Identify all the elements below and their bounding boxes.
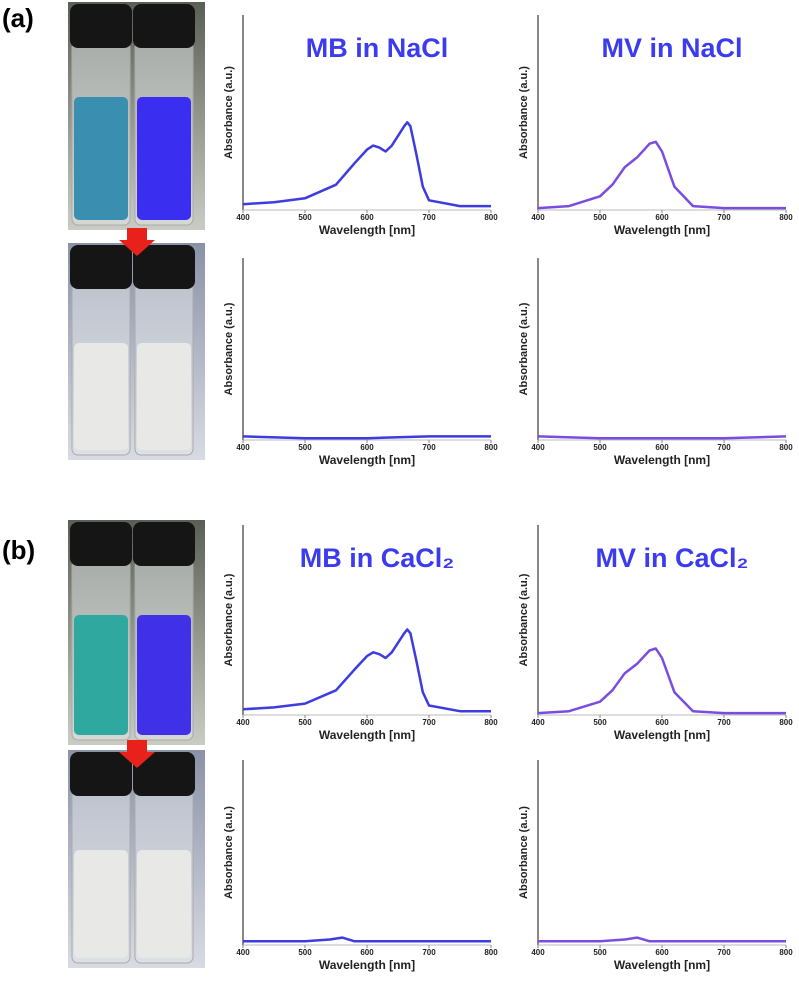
vial-cap — [70, 4, 132, 48]
x-axis-label: Wavelength [nm] — [614, 223, 710, 237]
x-tick-label: 400 — [236, 443, 250, 452]
x-tick-label: 600 — [655, 948, 669, 957]
y-axis-label: Absorbance (a.u.) — [223, 66, 235, 159]
x-tick-label: 800 — [779, 443, 793, 452]
x-tick-label: 600 — [360, 718, 374, 727]
x-tick-label: 400 — [236, 948, 250, 957]
x-tick-label: 700 — [717, 443, 731, 452]
spectrum-line — [242, 121, 491, 208]
x-tick-label: 600 — [360, 443, 374, 452]
vial-liquid — [74, 97, 128, 220]
x-tick-label: 700 — [422, 213, 436, 222]
spectrum-line — [537, 435, 787, 440]
x-tick-label: 800 — [484, 213, 498, 222]
vial-liquid — [74, 850, 128, 958]
x-tick-label: 400 — [531, 213, 545, 222]
x-tick-label: 700 — [422, 718, 436, 727]
vial-liquid — [137, 615, 191, 735]
chart-title: MB in CaCl₂ — [300, 543, 455, 573]
vial-liquid — [137, 343, 191, 450]
x-tick-label: 500 — [298, 718, 312, 727]
x-tick-label: 700 — [717, 213, 731, 222]
arrow — [119, 228, 155, 256]
x-axis-label: Wavelength [nm] — [614, 728, 710, 742]
vial-cap — [133, 4, 195, 48]
vial-cap — [133, 245, 195, 289]
y-axis-label: Absorbance (a.u.) — [518, 302, 530, 395]
x-tick-label: 700 — [717, 718, 731, 727]
vial-liquid — [74, 343, 128, 450]
panel-label: (b) — [2, 535, 35, 565]
x-tick-label: 400 — [236, 718, 250, 727]
x-axis-label: Wavelength [nm] — [614, 958, 710, 972]
y-axis-label: Absorbance (a.u.) — [223, 302, 235, 395]
spectrum-line — [537, 647, 786, 715]
x-tick-label: 600 — [360, 213, 374, 222]
x-tick-label: 500 — [593, 213, 607, 222]
vial-liquid — [74, 615, 128, 735]
vial-cap — [133, 752, 195, 796]
chart-title: MV in NaCl — [601, 33, 742, 63]
x-tick-label: 400 — [531, 718, 545, 727]
x-tick-label: 600 — [655, 213, 669, 222]
arrow — [119, 740, 155, 768]
x-axis-label: Wavelength [nm] — [319, 958, 415, 972]
x-tick-label: 700 — [422, 443, 436, 452]
x-tick-label: 800 — [484, 718, 498, 727]
x-tick-label: 500 — [593, 443, 607, 452]
x-tick-label: 600 — [655, 718, 669, 727]
vial-cap — [70, 752, 132, 796]
spectrum-line — [242, 628, 491, 713]
x-tick-label: 400 — [531, 948, 545, 957]
y-axis-label: Absorbance (a.u.) — [518, 573, 530, 666]
chart-title: MV in CaCl₂ — [595, 543, 748, 573]
x-tick-label: 600 — [360, 948, 374, 957]
vial-liquid — [137, 850, 191, 958]
x-tick-label: 500 — [593, 718, 607, 727]
spectrum-line — [537, 140, 786, 210]
y-axis-label: Absorbance (a.u.) — [518, 66, 530, 159]
x-axis-label: Wavelength [nm] — [319, 223, 415, 237]
photos — [68, 2, 205, 968]
spectrum-line — [242, 435, 491, 440]
x-tick-label: 600 — [655, 443, 669, 452]
y-axis-label: Absorbance (a.u.) — [223, 573, 235, 666]
chart-title: MB in NaCl — [306, 33, 449, 63]
x-tick-label: 500 — [298, 948, 312, 957]
x-tick-label: 700 — [717, 948, 731, 957]
x-tick-label: 800 — [779, 213, 793, 222]
vial-cap — [70, 522, 132, 566]
spectrum-line — [538, 936, 786, 943]
x-tick-label: 500 — [593, 948, 607, 957]
y-axis-label: Absorbance (a.u.) — [223, 806, 235, 899]
x-axis-label: Wavelength [nm] — [319, 728, 415, 742]
x-tick-label: 400 — [531, 443, 545, 452]
x-tick-label: 800 — [779, 948, 793, 957]
x-tick-label: 500 — [298, 443, 312, 452]
x-tick-label: 500 — [298, 213, 312, 222]
x-axis-label: Wavelength [nm] — [319, 453, 415, 467]
spectrum-line — [243, 936, 491, 943]
x-tick-label: 400 — [236, 213, 250, 222]
panel-label: (a) — [2, 3, 34, 33]
x-tick-label: 800 — [484, 443, 498, 452]
vial-cap — [70, 245, 132, 289]
x-axis-label: Wavelength [nm] — [614, 453, 710, 467]
x-tick-label: 800 — [484, 948, 498, 957]
x-tick-label: 700 — [422, 948, 436, 957]
x-tick-label: 800 — [779, 718, 793, 727]
vial-cap — [133, 522, 195, 566]
vial-liquid — [137, 97, 191, 220]
y-axis-label: Absorbance (a.u.) — [518, 806, 530, 899]
